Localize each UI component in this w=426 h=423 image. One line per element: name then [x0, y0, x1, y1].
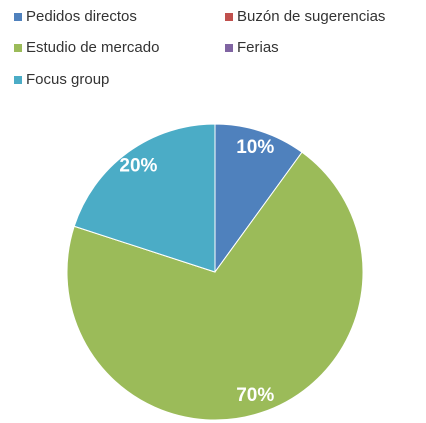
legend-swatch: [14, 76, 22, 84]
legend-label: Pedidos directos: [26, 8, 137, 25]
legend-label: Ferias: [237, 39, 279, 56]
legend-label: Estudio de mercado: [26, 39, 159, 56]
legend-swatch: [225, 13, 233, 21]
legend-swatch: [14, 13, 22, 21]
legend-swatch: [225, 44, 233, 52]
pie-slice: [66, 151, 364, 421]
data-label: 70%: [236, 385, 274, 406]
pie-slice: [73, 123, 216, 273]
legend-swatch: [14, 44, 22, 52]
legend-label: Buzón de sugerencias: [237, 8, 385, 25]
data-label: 10%: [236, 137, 274, 158]
legend-label: Focus group: [26, 71, 109, 88]
pie-slice: [214, 123, 303, 274]
data-label: 20%: [119, 156, 157, 177]
